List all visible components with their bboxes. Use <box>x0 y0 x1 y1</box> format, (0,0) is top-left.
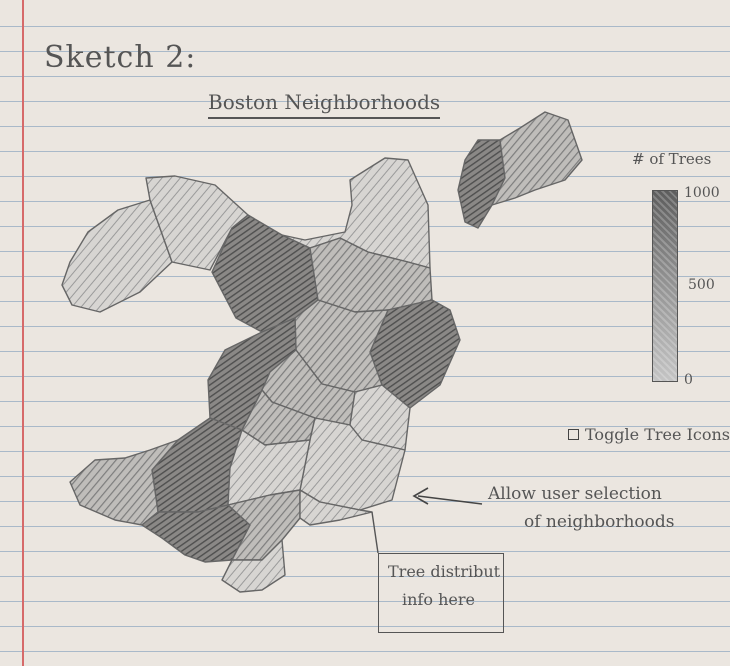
neighborhood-region[interactable] <box>61 199 173 313</box>
map-title: Boston Neighborhoods <box>208 90 441 119</box>
tree-info-box <box>378 553 504 633</box>
neighborhood-region[interactable] <box>141 504 251 563</box>
toggle-checkbox[interactable] <box>568 429 579 440</box>
neighborhood-region[interactable] <box>491 111 583 206</box>
annotation-line-2: of neighborhoods <box>524 512 675 532</box>
neighborhood-region[interactable] <box>299 489 373 526</box>
legend-tick-min: 0 <box>684 372 693 388</box>
annotation-line-1: Allow user selection <box>488 484 662 504</box>
legend-tick-mid: 500 <box>688 277 715 293</box>
toggle-tree-icons[interactable]: Toggle Tree Icons <box>568 425 730 444</box>
margin-line <box>22 0 24 666</box>
info-box-line-1: Tree distribut <box>388 562 501 581</box>
selection-arrow <box>417 495 483 505</box>
info-box-line-2: info here <box>402 590 475 609</box>
legend-tick-max: 1000 <box>684 185 720 201</box>
info-pointer-line <box>371 511 379 554</box>
neighborhood-region[interactable] <box>69 439 179 526</box>
selection-arrow-head <box>412 487 429 505</box>
neighborhood-region[interactable] <box>221 539 286 593</box>
legend-color-bar <box>652 190 678 382</box>
legend-title: # of Trees <box>632 150 712 168</box>
neighborhood-region[interactable] <box>457 139 506 229</box>
toggle-label: Toggle Tree Icons <box>585 425 730 444</box>
sketch-title: Sketch 2: <box>44 40 197 75</box>
